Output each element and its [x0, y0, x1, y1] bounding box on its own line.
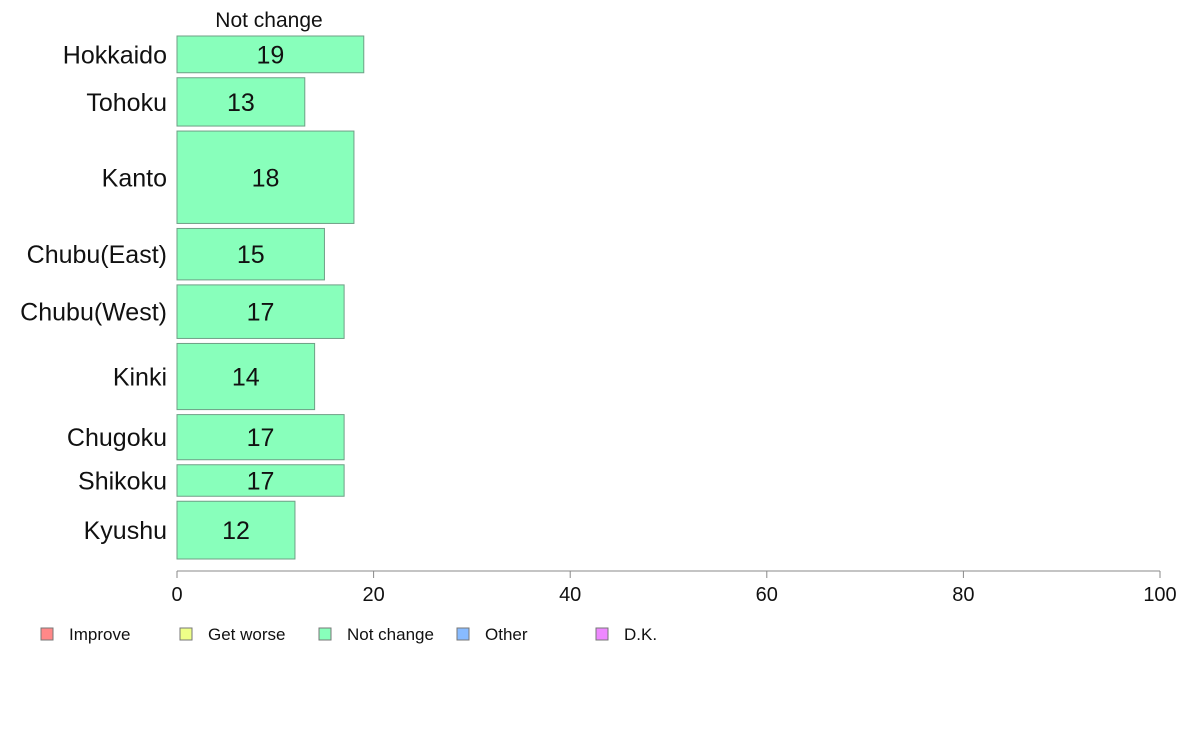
- legend-label: Improve: [69, 625, 130, 644]
- bar-chubu-east-: [176, 227, 325, 281]
- category-label: Chugoku: [67, 424, 167, 452]
- legend-swatch: [318, 627, 332, 641]
- bar-value-label: 18: [252, 164, 280, 192]
- x-tick-label: 0: [171, 584, 182, 606]
- legend: Improve Get worse Not change Other D.K.: [40, 625, 657, 644]
- category-label: Hokkaido: [63, 41, 167, 69]
- bar-value-label: 17: [247, 424, 275, 452]
- category-labels: Hokkaido Tohoku Kanto Chubu(East) Chubu(West…: [20, 41, 167, 545]
- legend-swatch: [40, 627, 54, 641]
- category-label: Chubu(East): [27, 241, 167, 269]
- x-tick-label: 100: [1143, 584, 1176, 606]
- category-label: Kanto: [102, 164, 167, 192]
- bar-value-label: 17: [247, 468, 275, 496]
- bar-hokkaido: [176, 35, 365, 74]
- series-title: Not change: [215, 9, 322, 32]
- legend-label: D.K.: [624, 625, 657, 644]
- x-axis: 0 20 40 60 80 100: [171, 570, 1177, 606]
- category-label: Tohoku: [86, 89, 167, 117]
- x-tick-label: 60: [756, 584, 778, 606]
- legend-swatch: [456, 627, 470, 641]
- bar-value-label: 14: [232, 364, 260, 392]
- legend-swatch: [179, 627, 193, 641]
- category-label: Kinki: [113, 364, 167, 392]
- bar-chugoku: [176, 414, 345, 461]
- bar-chubu-west-: [176, 284, 345, 339]
- category-label: Kyushu: [84, 517, 167, 545]
- bar-shikoku: [176, 464, 345, 497]
- legend-label: Get worse: [208, 625, 285, 644]
- bar-kyushu: [176, 500, 296, 560]
- x-tick-label: 80: [952, 584, 974, 606]
- bar-value-label: 17: [247, 299, 275, 327]
- bar-tohoku: [176, 77, 306, 127]
- legend-label: Other: [485, 625, 528, 644]
- x-tick-label: 20: [362, 584, 384, 606]
- bar-kanto: [176, 130, 355, 224]
- legend-swatch: [595, 627, 609, 641]
- category-label: Shikoku: [78, 468, 167, 496]
- bar-value-label: 12: [222, 517, 250, 545]
- bar-kinki: [176, 342, 316, 411]
- legend-label: Not change: [347, 625, 434, 644]
- bar-value-label: 13: [227, 89, 255, 117]
- bar-value-label: 15: [237, 241, 265, 269]
- category-label: Chubu(West): [20, 299, 167, 327]
- x-tick-label: 40: [559, 584, 581, 606]
- bar-value-label: 19: [256, 41, 284, 69]
